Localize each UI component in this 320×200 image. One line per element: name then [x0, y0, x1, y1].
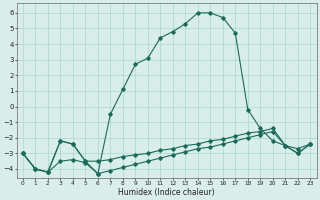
X-axis label: Humidex (Indice chaleur): Humidex (Indice chaleur)	[118, 188, 215, 197]
